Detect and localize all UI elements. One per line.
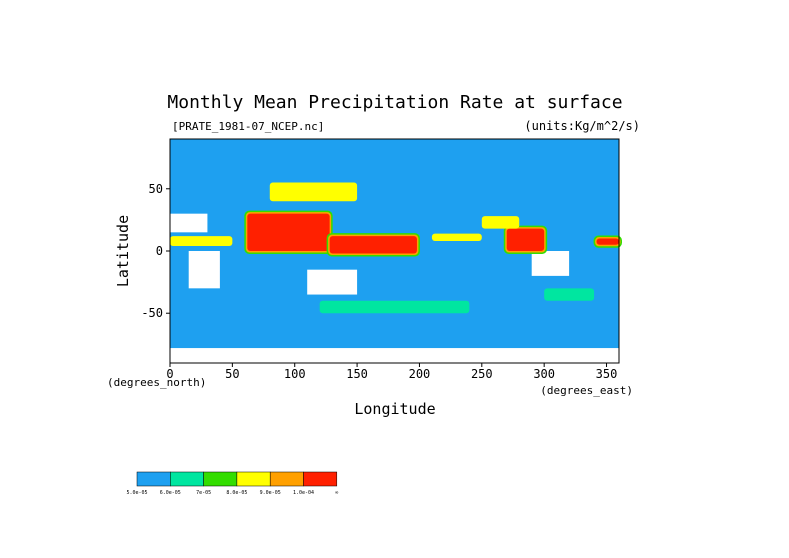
legend-label: 7e-05 xyxy=(196,490,211,496)
precip-region-mid xyxy=(431,233,482,242)
chart-subtitle-right: (units:Kg/m^2/s) xyxy=(524,119,640,133)
y-tick-label: 0 xyxy=(156,244,163,258)
no-data-patch xyxy=(188,251,220,289)
chart-title: Monthly Mean Precipitation Rate at surfa… xyxy=(167,92,622,113)
legend-label: 5.0e-05 xyxy=(126,490,147,496)
y-axis-label: Latitude xyxy=(114,215,132,287)
x-tick-label: 100 xyxy=(284,367,306,381)
y-unit-label: (degrees_north) xyxy=(107,376,206,389)
x-tick-label: 200 xyxy=(409,367,431,381)
x-unit-label: (degrees_east) xyxy=(540,384,633,397)
x-tick-label: 50 xyxy=(225,367,239,381)
legend-label: 8.0e-05 xyxy=(226,490,247,496)
precip-region-high xyxy=(247,213,330,251)
legend-swatch xyxy=(236,471,271,487)
no-data-patch xyxy=(307,269,358,295)
precip-region-mid xyxy=(481,216,520,229)
legend-swatch xyxy=(136,471,171,487)
precip-region-low xyxy=(319,300,470,314)
no-data-patch xyxy=(531,251,570,276)
x-tick-label: 150 xyxy=(346,367,368,381)
legend-label: 1.0e-04 xyxy=(293,490,314,496)
legend-swatch xyxy=(303,471,338,487)
precip-region-high xyxy=(506,228,545,251)
y-axis-ticks: 50 0 -50 xyxy=(141,182,170,320)
x-tick-label: 0 xyxy=(166,367,173,381)
color-legend: 5.0e-05 6.0e-05 7e-05 8.0e-05 9.0e-05 1.0e-04… xyxy=(126,471,338,496)
map-plot-area xyxy=(170,139,622,363)
x-axis-ticks: 0 50 100 150 200 250 300 350 xyxy=(166,363,617,381)
no-data-patch xyxy=(170,213,208,233)
x-tick-label: 300 xyxy=(533,367,555,381)
precip-region-mid xyxy=(170,236,233,247)
x-axis-label: Longitude xyxy=(354,400,435,418)
legend-swatch xyxy=(170,471,204,487)
legend-label: 6.0e-05 xyxy=(160,490,181,496)
precip-region-low xyxy=(544,288,595,301)
no-data-patch xyxy=(170,348,619,363)
legend-swatch xyxy=(203,471,238,487)
legend-label: ∞ xyxy=(335,490,338,496)
precip-region-mid xyxy=(269,182,358,202)
x-tick-label: 350 xyxy=(596,367,618,381)
y-tick-label: 50 xyxy=(149,182,163,196)
precip-region-high xyxy=(596,238,619,245)
legend-swatch xyxy=(269,471,304,487)
precip-region-high xyxy=(329,236,417,254)
chart-subtitle-left: [PRATE_1981-07_NCEP.nc] xyxy=(172,120,324,133)
x-tick-label: 250 xyxy=(471,367,493,381)
y-tick-label: -50 xyxy=(141,306,163,320)
legend-label: 9.0e-05 xyxy=(260,490,281,496)
